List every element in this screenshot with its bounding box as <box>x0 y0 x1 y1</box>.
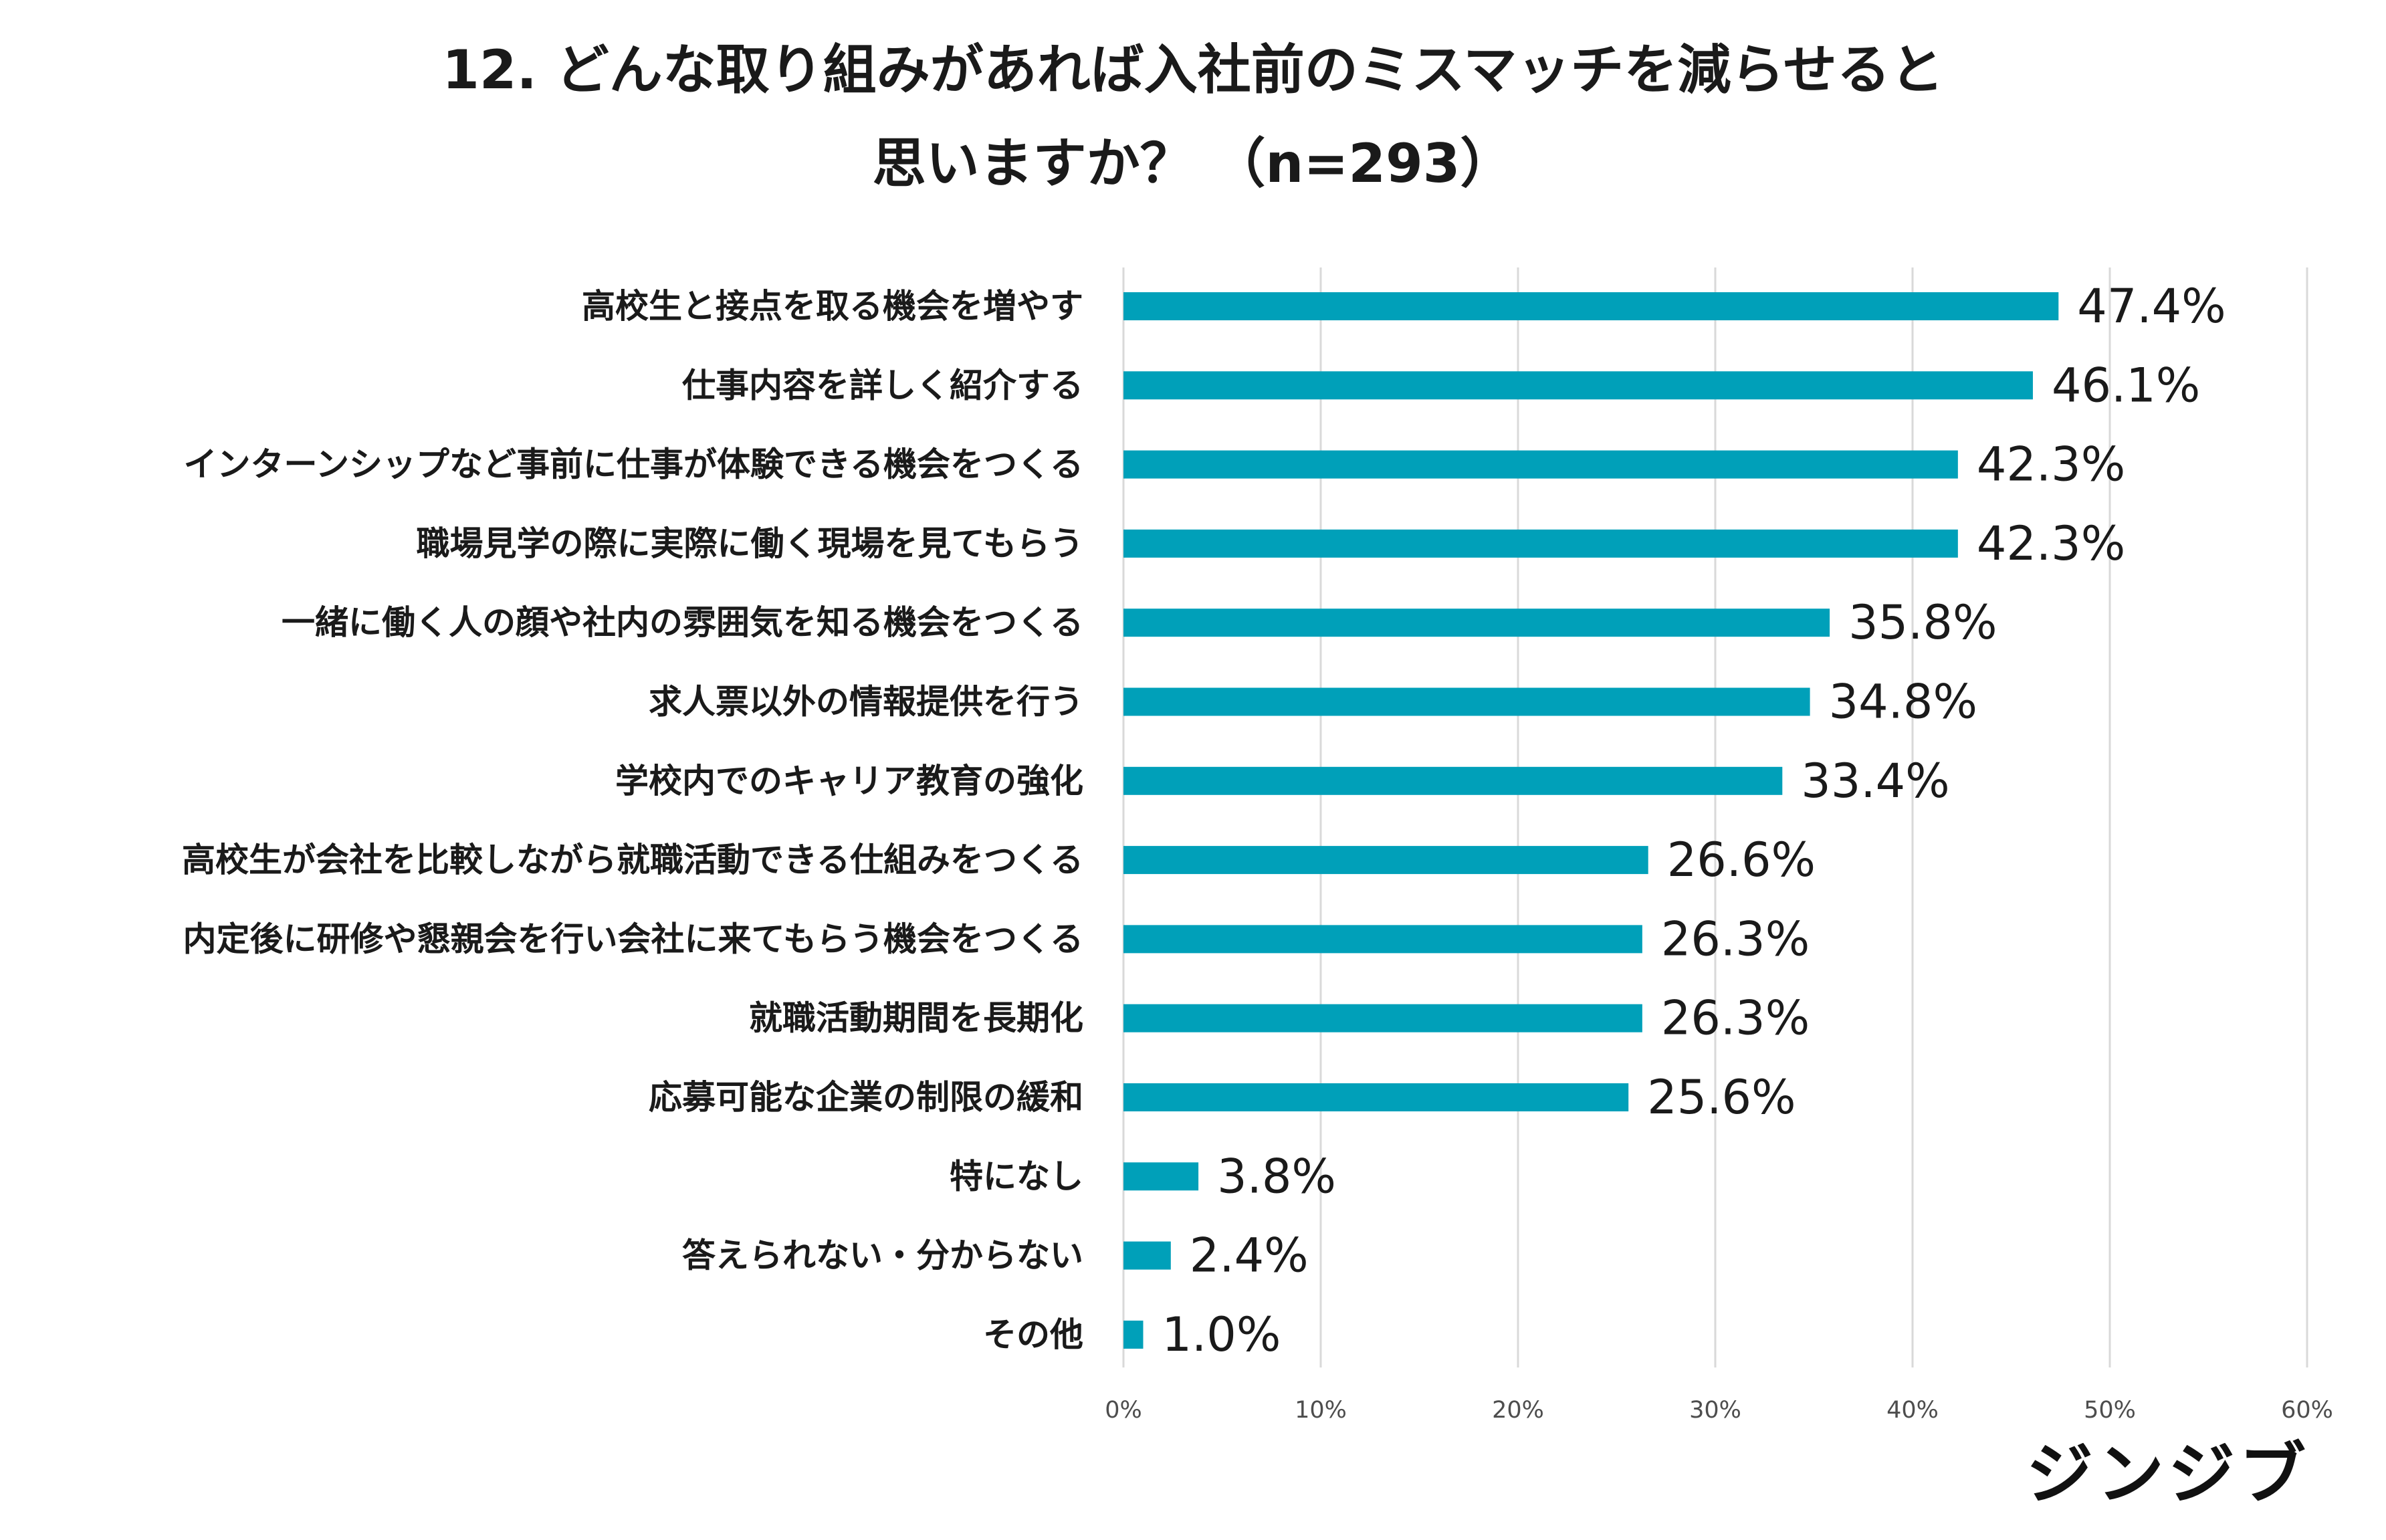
bar <box>1123 846 1648 875</box>
category-label: 就職活動期間を長期化 <box>749 999 1083 1038</box>
data-label: 42.3% <box>1977 516 2125 571</box>
x-tick-label: 20% <box>1492 1397 1544 1424</box>
data-label: 34.8% <box>1829 675 1977 730</box>
bar <box>1123 687 1810 716</box>
category-label: インターンシップなど事前に仕事が体験できる機会をつくる <box>184 445 1084 484</box>
category-label: 職場見学の際に実際に働く現場を見てもらう <box>417 524 1084 563</box>
bar <box>1123 529 1958 558</box>
data-label: 26.3% <box>1661 991 1810 1046</box>
category-label: その他 <box>983 1315 1083 1354</box>
data-label: 26.3% <box>1661 911 1810 966</box>
bar <box>1123 1083 1629 1111</box>
bar <box>1123 1320 1144 1349</box>
chart-title: 12. どんな取り組みがあれば入社前のミスマッチを減らせると <box>442 39 1944 101</box>
x-tick-label: 10% <box>1295 1397 1347 1424</box>
bar <box>1123 609 1830 637</box>
data-label: 2.4% <box>1190 1228 1309 1283</box>
x-axis-ticks: 0% 10% 20% 30% 40% 50% 60% <box>1105 1397 2333 1424</box>
data-label: 33.4% <box>1801 754 1949 808</box>
category-label: 応募可能な企業の制限の緩和 <box>649 1078 1083 1117</box>
category-label: 特になし <box>950 1157 1083 1196</box>
x-tick-label: 30% <box>1689 1397 1741 1424</box>
data-label: 35.8% <box>1848 595 1997 650</box>
category-label: 答えられない・分からない <box>682 1236 1083 1275</box>
data-label: 3.8% <box>1217 1149 1336 1204</box>
bar <box>1123 1241 1171 1270</box>
category-label: 一緒に働く人の顔や社内の雰囲気を知る機会をつくる <box>282 603 1083 642</box>
category-label: 仕事内容を詳しく紹介する <box>682 366 1083 405</box>
category-label: 内定後に研修や懇親会を行い会社に来てもらう機会をつくる <box>183 919 1084 958</box>
bars <box>1123 292 2059 1349</box>
data-label: 25.6% <box>1647 1070 1796 1125</box>
category-label: 高校生と接点を取る機会を増やす <box>582 287 1083 326</box>
chart-subtitle: 思いますか？ （n=293） <box>872 132 1514 195</box>
category-label: 高校生が会社を比較しながら就職活動できる仕組みをつくる <box>182 841 1083 879</box>
category-label: 求人票以外の情報提供を行う <box>649 683 1083 722</box>
bar <box>1123 1162 1199 1191</box>
brand-logo: ジンジブ <box>2026 1435 2310 1513</box>
category-labels: 高校生と接点を取る機会を増やす仕事内容を詳しく紹介するインターンシップなど事前に… <box>182 287 1083 1354</box>
data-label: 26.6% <box>1667 833 1816 887</box>
bar <box>1123 925 1642 954</box>
bar <box>1123 371 2033 400</box>
x-tick-label: 40% <box>1886 1397 1939 1424</box>
category-label: 学校内でのキャリア教育の強化 <box>615 762 1083 800</box>
value-labels: 47.4% 46.1% 42.3% 42.3% 35.8% 34.8% 33.4% 26.6%… <box>1162 279 2226 1362</box>
bar <box>1123 450 1958 479</box>
data-label: 42.3% <box>1977 437 2125 492</box>
x-tick-label: 60% <box>2281 1397 2333 1424</box>
bar <box>1123 766 1783 795</box>
x-tick-label: 50% <box>2084 1397 2136 1424</box>
data-label: 46.1% <box>2052 358 2200 413</box>
bar <box>1123 292 2059 320</box>
x-tick-label: 0% <box>1105 1397 1142 1424</box>
bar <box>1123 1004 1642 1032</box>
data-label: 47.4% <box>2077 279 2226 334</box>
data-label: 1.0% <box>1162 1307 1281 1362</box>
